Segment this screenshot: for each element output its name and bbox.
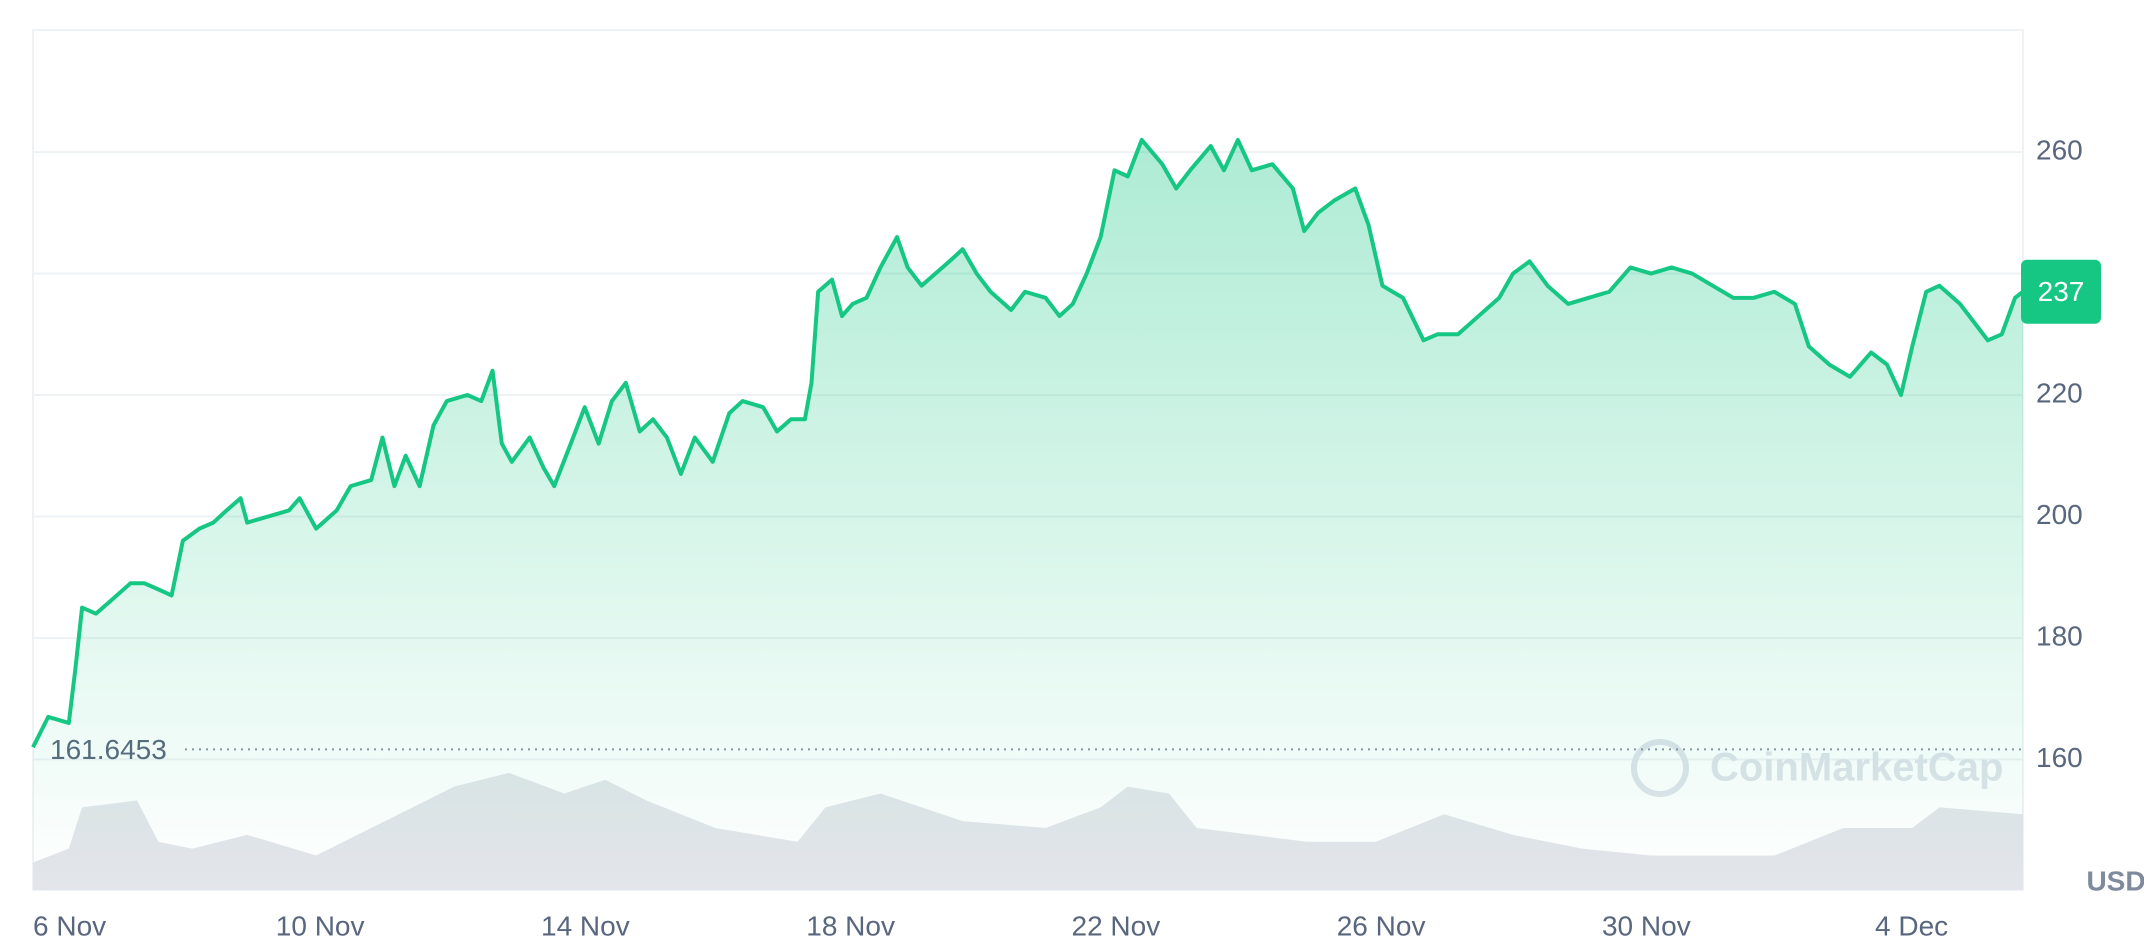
price-badge (2021, 259, 2101, 324)
x-tick-label: 4 Dec (1875, 910, 1948, 938)
x-tick-label: 14 Nov (541, 910, 630, 938)
x-tick-label: 10 Nov (276, 910, 365, 938)
price-badge-label: 237 (2038, 276, 2085, 307)
y-tick-label: 200 (2036, 499, 2083, 530)
x-tick-label: 6 Nov (33, 910, 106, 938)
price-line (31, 137, 2025, 749)
price-area (33, 139, 2023, 890)
x-tick-label: 30 Nov (1602, 910, 1691, 938)
y-tick-label: 180 (2036, 620, 2083, 651)
y-tick-label: 220 (2036, 377, 2083, 408)
y-tick-label: 260 (2036, 134, 2083, 165)
x-tick-label: 18 Nov (806, 910, 895, 938)
y-tick-label: 160 (2036, 742, 2083, 773)
x-tick-label: 26 Nov (1337, 910, 1426, 938)
x-tick-label: 22 Nov (1072, 910, 1161, 938)
currency-label: USD (2086, 865, 2144, 896)
